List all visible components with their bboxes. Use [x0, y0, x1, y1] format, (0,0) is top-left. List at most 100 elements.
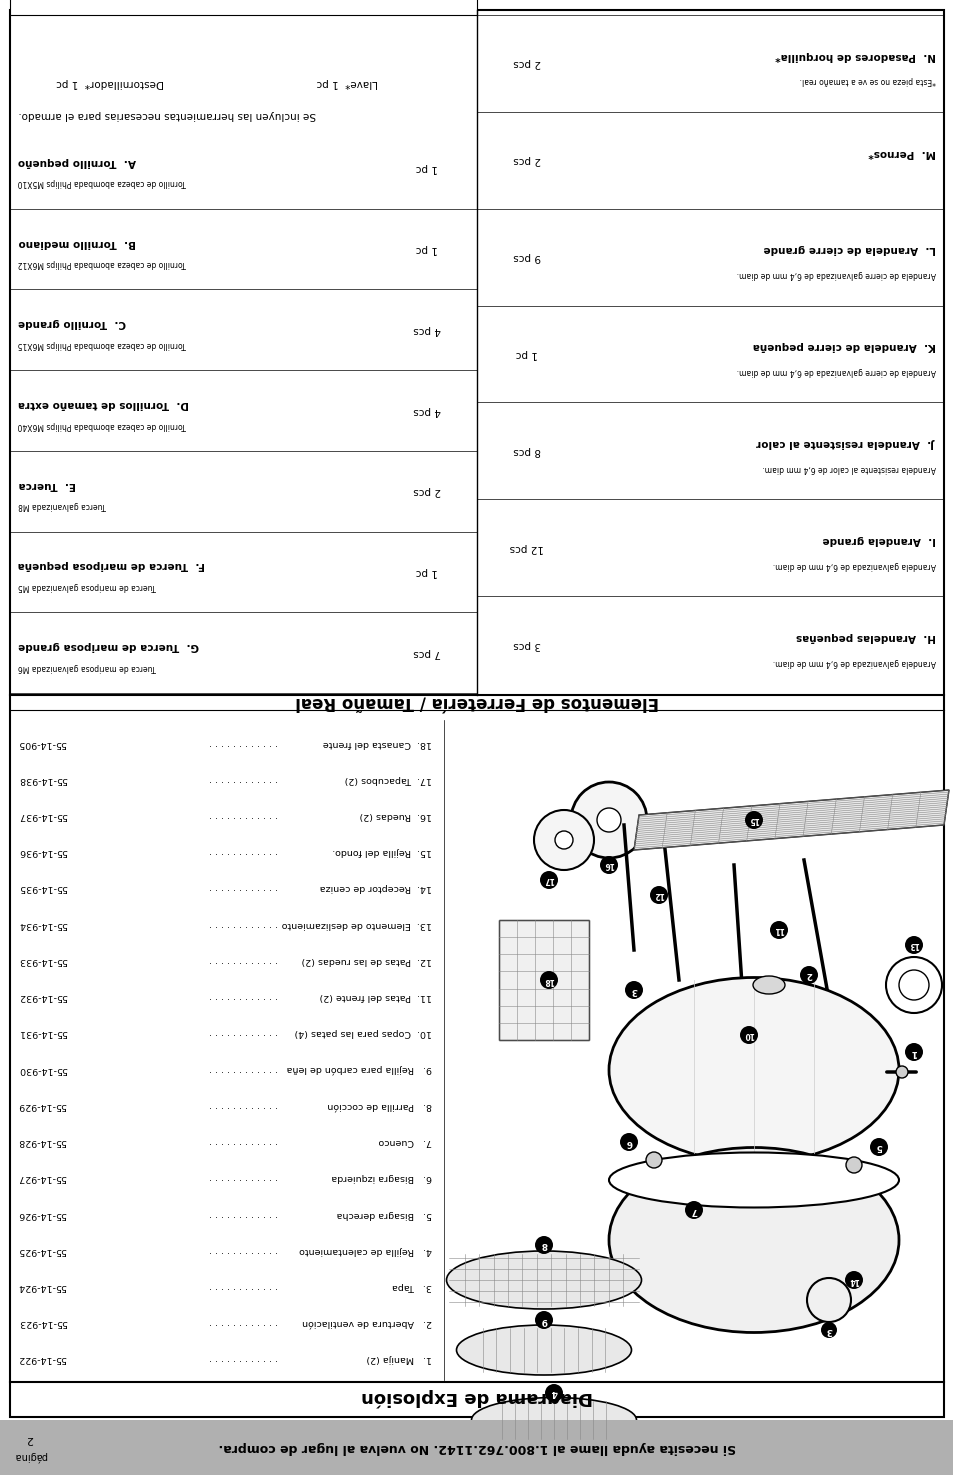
- Text: · · · · · · · · · · · ·: · · · · · · · · · · · ·: [210, 1210, 278, 1218]
- Text: 7 pcs: 7 pcs: [413, 648, 440, 658]
- Text: 55-14-938: 55-14-938: [18, 774, 67, 783]
- Text: · · · · · · · · · · · ·: · · · · · · · · · · · ·: [210, 774, 278, 783]
- Bar: [10, 0, 476, 15]
- Text: 17: 17: [543, 876, 554, 885]
- Text: 3: 3: [825, 1326, 831, 1335]
- Text: 1 pc: 1 pc: [416, 164, 437, 174]
- Circle shape: [812, 1038, 824, 1052]
- Text: 6: 6: [625, 1137, 632, 1146]
- Text: · · · · · · · · · · · ·: · · · · · · · · · · · ·: [210, 993, 278, 1002]
- Circle shape: [758, 1034, 769, 1046]
- Text: Llave*  1 pc: Llave* 1 pc: [315, 78, 377, 88]
- Text: 13.  Elemento de deslizamiento: 13. Elemento de deslizamiento: [281, 920, 432, 929]
- Text: 4 pcs: 4 pcs: [413, 406, 440, 416]
- Text: Tornillo de cabeza abombada Philips M6X15: Tornillo de cabeza abombada Philips M6X1…: [18, 339, 186, 348]
- Text: · · · · · · · · · · · ·: · · · · · · · · · · · ·: [210, 956, 278, 965]
- Polygon shape: [634, 791, 948, 850]
- Circle shape: [535, 1311, 553, 1329]
- Text: 55-14-926: 55-14-926: [18, 1210, 67, 1218]
- Circle shape: [844, 1271, 862, 1289]
- Text: Arandela de cierre galvanizada de 6,4 mm de diam.: Arandela de cierre galvanizada de 6,4 mm…: [736, 270, 935, 279]
- Text: H.  Arandelas pequeñas: H. Arandelas pequeñas: [795, 631, 935, 642]
- Text: 6.   Bisagra izquierda: 6. Bisagra izquierda: [331, 1173, 432, 1183]
- Text: D.  Tornillos de tamaño extra: D. Tornillos de tamaño extra: [18, 400, 189, 409]
- Text: 10: 10: [743, 1031, 754, 1040]
- Text: 1 pc: 1 pc: [416, 243, 437, 254]
- Text: 16: 16: [603, 860, 614, 869]
- Circle shape: [684, 1201, 702, 1218]
- Text: 18: 18: [543, 975, 554, 984]
- Circle shape: [800, 966, 817, 984]
- Text: 55-14-934: 55-14-934: [18, 920, 67, 929]
- Circle shape: [885, 957, 941, 1013]
- Text: 9.   Rejilla para carbón de leña: 9. Rejilla para carbón de leña: [286, 1065, 432, 1074]
- Text: · · · · · · · · · · · ·: · · · · · · · · · · · ·: [210, 1065, 278, 1074]
- Text: 3.   Tapa: 3. Tapa: [392, 1282, 432, 1291]
- Text: Si necesita ayuda llame al 1.800.762.1142. No vuelva al lugar de compra.: Si necesita ayuda llame al 1.800.762.114…: [218, 1441, 735, 1454]
- Text: · · · · · · · · · · · ·: · · · · · · · · · · · ·: [210, 884, 278, 892]
- Circle shape: [597, 808, 620, 832]
- Text: 12.  Patas de las ruedas (2): 12. Patas de las ruedas (2): [301, 956, 432, 965]
- Text: 55-14-923: 55-14-923: [18, 1319, 67, 1328]
- Text: 2.   Abertura de ventilación: 2. Abertura de ventilación: [302, 1319, 432, 1328]
- Circle shape: [845, 1156, 862, 1173]
- Text: *Esta pieza no se ve a tamaño real.: *Esta pieza no se ve a tamaño real.: [799, 77, 935, 86]
- Text: B.  Tornillo mediano: B. Tornillo mediano: [18, 237, 135, 248]
- Text: 55-14-931: 55-14-931: [18, 1028, 67, 1037]
- Ellipse shape: [471, 1397, 636, 1443]
- Ellipse shape: [446, 1251, 640, 1308]
- Text: 55-14-935: 55-14-935: [18, 884, 67, 892]
- Text: 3: 3: [630, 985, 637, 994]
- Circle shape: [698, 1038, 709, 1052]
- Text: J.  Arandela resistente al calor: J. Arandela resistente al calor: [757, 438, 935, 448]
- Ellipse shape: [608, 1148, 898, 1332]
- Text: · · · · · · · · · · · ·: · · · · · · · · · · · ·: [210, 1282, 278, 1291]
- Text: · · · · · · · · · · · ·: · · · · · · · · · · · ·: [210, 739, 278, 748]
- FancyBboxPatch shape: [498, 920, 588, 1040]
- Text: 4: 4: [550, 1388, 557, 1397]
- Text: Tornillo de cabeza abombada Philips M6X12: Tornillo de cabeza abombada Philips M6X1…: [18, 260, 186, 268]
- Text: Tuerca de mariposa galvanizada M5: Tuerca de mariposa galvanizada M5: [18, 583, 156, 591]
- Text: 1 pc: 1 pc: [416, 566, 437, 577]
- Text: 11: 11: [773, 925, 783, 935]
- Bar: [0, 1420, 953, 1475]
- Text: 55-14-937: 55-14-937: [18, 811, 67, 820]
- Text: 55-14-936: 55-14-936: [18, 847, 67, 857]
- Circle shape: [599, 855, 618, 875]
- Ellipse shape: [752, 976, 784, 994]
- Text: 8: 8: [540, 1240, 547, 1249]
- Text: F.  Tuerca de mariposa pequeña: F. Tuerca de mariposa pequeña: [18, 560, 205, 571]
- Text: 4.   Rejilla de calentamiento: 4. Rejilla de calentamiento: [299, 1246, 432, 1255]
- Text: 8.   Parrilla de cocción: 8. Parrilla de cocción: [327, 1100, 432, 1109]
- Text: L.  Arandela de cierre grande: L. Arandela de cierre grande: [762, 245, 935, 254]
- Circle shape: [898, 971, 928, 1000]
- Text: Arandela galvanizada de 6,4 mm de diam.: Arandela galvanizada de 6,4 mm de diam.: [772, 658, 935, 667]
- Text: Tuerca galvanizada M8: Tuerca galvanizada M8: [18, 502, 106, 510]
- Text: 14: 14: [848, 1276, 859, 1285]
- Circle shape: [769, 920, 787, 940]
- Circle shape: [539, 971, 558, 990]
- Text: 55-14-928: 55-14-928: [18, 1137, 67, 1146]
- Text: 55-14-905: 55-14-905: [18, 739, 67, 748]
- Text: 2: 2: [27, 1434, 33, 1444]
- Circle shape: [895, 1066, 907, 1078]
- Text: · · · · · · · · · · · ·: · · · · · · · · · · · ·: [210, 1028, 278, 1037]
- Text: 55-14-932: 55-14-932: [18, 993, 67, 1002]
- Text: Elementos de Ferretería / Tamaño Real: Elementos de Ferretería / Tamaño Real: [294, 693, 659, 711]
- Text: M.  Pernos*: M. Pernos*: [867, 148, 935, 158]
- Text: 2 pcs: 2 pcs: [413, 487, 440, 496]
- Text: 14.  Receptor de ceniza: 14. Receptor de ceniza: [319, 884, 432, 892]
- Text: G.  Tuerca de mariposa grande: G. Tuerca de mariposa grande: [18, 642, 198, 650]
- Circle shape: [535, 1236, 553, 1254]
- Text: 1.   Manija (2): 1. Manija (2): [366, 1354, 432, 1363]
- Text: 55-14-933: 55-14-933: [18, 956, 67, 965]
- Text: 3 pcs: 3 pcs: [513, 640, 540, 649]
- Text: 7.   Cuenco: 7. Cuenco: [378, 1137, 432, 1146]
- Text: 55-14-930: 55-14-930: [18, 1065, 67, 1074]
- Text: 2: 2: [805, 971, 811, 979]
- Text: · · · · · · · · · · · ·: · · · · · · · · · · · ·: [210, 1246, 278, 1255]
- Text: · · · · · · · · · · · ·: · · · · · · · · · · · ·: [210, 1100, 278, 1109]
- Text: Arandela resistente al calor de 6,4 mm diam.: Arandela resistente al calor de 6,4 mm d…: [761, 463, 935, 473]
- Text: Arandela de cierre galvanizada de 6,4 mm de diam.: Arandela de cierre galvanizada de 6,4 mm…: [736, 367, 935, 376]
- Text: 4 pcs: 4 pcs: [413, 324, 440, 335]
